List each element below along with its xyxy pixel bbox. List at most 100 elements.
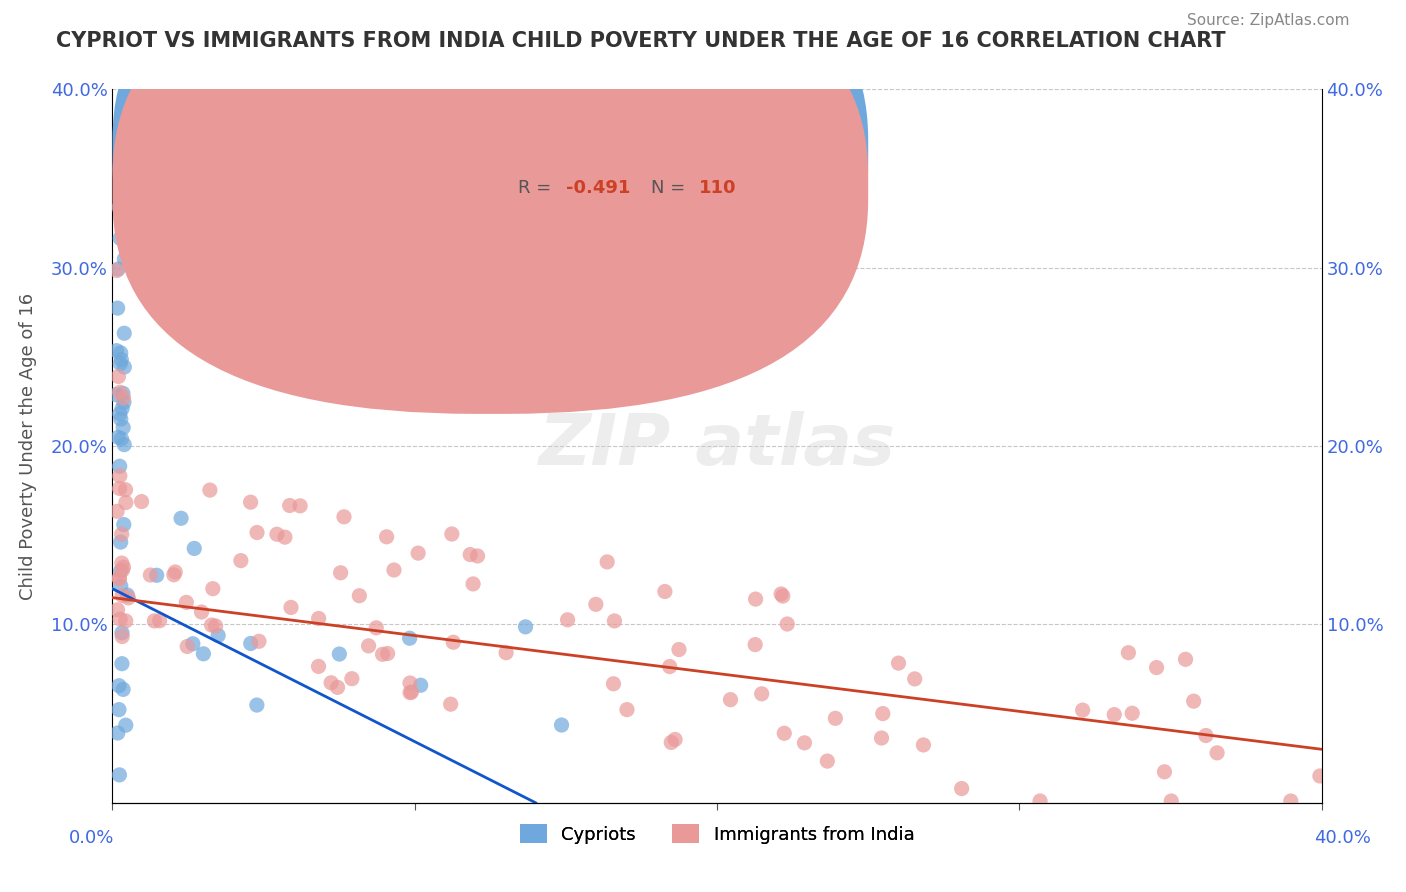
Point (1195, 729, 1218, 743)
Text: N =: N = (651, 178, 690, 196)
Point (165, 565, 187, 579)
Point (229, 554, 252, 568)
Point (1153, 764, 1175, 779)
Point (108, 768, 131, 782)
Point (105, 343, 128, 358)
Point (870, 731, 893, 745)
Point (246, 525, 269, 540)
Point (163, 567, 186, 582)
Point (280, 600, 302, 615)
Point (1118, 646, 1140, 660)
Point (110, 432, 132, 446)
Text: 40.0%: 40.0% (1315, 829, 1371, 847)
Point (108, 572, 131, 586)
Point (110, 352, 132, 367)
Point (308, 611, 330, 625)
Point (340, 672, 363, 686)
Point (602, 677, 624, 691)
Point (616, 703, 638, 717)
Point (112, 225, 135, 239)
Point (170, 511, 193, 525)
Point (247, 634, 270, 648)
Point (112, 391, 135, 405)
Point (190, 605, 212, 619)
Point (328, 647, 350, 661)
Point (398, 631, 420, 645)
Point (377, 647, 399, 661)
Point (441, 635, 464, 649)
Text: Source: ZipAtlas.com: Source: ZipAtlas.com (1187, 13, 1350, 29)
Point (143, 614, 166, 628)
Point (117, 588, 139, 602)
Text: -0.491: -0.491 (565, 178, 630, 196)
Point (131, 494, 153, 508)
Point (1279, 794, 1302, 808)
Point (1146, 660, 1168, 674)
Point (278, 499, 301, 513)
Point (112, 326, 135, 341)
Point (114, 614, 136, 628)
Point (107, 301, 129, 315)
Point (440, 527, 463, 541)
Point (744, 638, 766, 652)
Point (409, 678, 432, 692)
Point (467, 549, 489, 563)
Point (382, 563, 405, 577)
Text: N =: N = (651, 143, 690, 161)
Point (333, 509, 356, 524)
Point (1121, 706, 1143, 721)
Point (288, 499, 311, 513)
Text: R =: R = (517, 178, 557, 196)
Point (108, 459, 131, 474)
Point (872, 706, 894, 721)
Point (950, 781, 973, 796)
Point (720, 692, 742, 706)
FancyBboxPatch shape (112, 0, 868, 378)
Point (110, 357, 132, 371)
Point (239, 495, 262, 509)
Point (117, 591, 139, 605)
Point (207, 628, 229, 642)
Text: ZIP atlas: ZIP atlas (538, 411, 896, 481)
Point (111, 657, 134, 671)
Point (107, 726, 129, 740)
Point (111, 556, 134, 570)
Point (111, 386, 134, 401)
Point (1182, 694, 1205, 708)
Point (371, 648, 394, 662)
Point (108, 571, 131, 585)
Legend: Cypriots, Immigrants from India: Cypriots, Immigrants from India (513, 817, 921, 851)
Point (1029, 794, 1052, 808)
Point (111, 630, 134, 644)
Point (495, 646, 517, 660)
Point (1309, 769, 1331, 783)
Point (110, 535, 132, 549)
Point (193, 647, 215, 661)
Point (751, 687, 773, 701)
Point (114, 718, 136, 732)
Point (201, 582, 224, 596)
Point (181, 637, 204, 651)
Point (114, 495, 136, 509)
Point (110, 579, 132, 593)
Point (114, 483, 136, 497)
Point (112, 437, 135, 451)
Point (108, 482, 131, 496)
Point (399, 685, 422, 699)
Point (111, 625, 134, 640)
Point (596, 555, 619, 569)
Point (1160, 794, 1182, 808)
Point (112, 682, 135, 697)
Point (1206, 746, 1229, 760)
Point (274, 530, 297, 544)
Point (112, 560, 135, 574)
Point (108, 469, 131, 483)
Point (105, 263, 128, 277)
Point (887, 656, 910, 670)
Point (659, 735, 682, 749)
Point (111, 589, 134, 603)
Point (112, 359, 135, 374)
Point (904, 672, 927, 686)
Text: 0.0%: 0.0% (69, 829, 114, 847)
Point (107, 262, 129, 277)
